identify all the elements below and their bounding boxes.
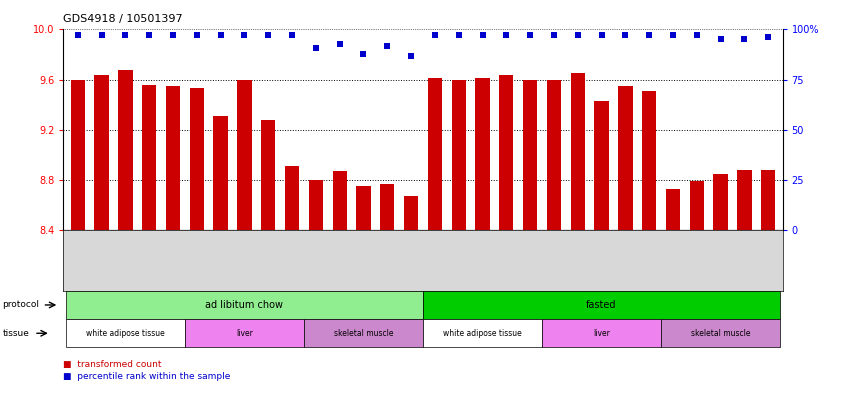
Text: GDS4918 / 10501397: GDS4918 / 10501397 [63, 14, 183, 24]
Text: white adipose tissue: white adipose tissue [86, 329, 165, 338]
Bar [142, 85, 157, 230]
Point [714, 36, 728, 42]
Bar [761, 170, 776, 230]
Bar [309, 180, 323, 230]
Point [642, 32, 656, 39]
Point [667, 32, 680, 39]
Bar [475, 78, 490, 230]
Point [285, 32, 299, 39]
Point [571, 32, 585, 39]
Bar [356, 186, 371, 230]
Bar [95, 75, 108, 230]
Bar [213, 116, 228, 230]
Bar [547, 79, 561, 230]
Text: fasted: fasted [586, 300, 617, 310]
Point [118, 32, 132, 39]
Bar [190, 88, 204, 230]
Text: ■  percentile rank within the sample: ■ percentile rank within the sample [63, 372, 231, 381]
Point [404, 52, 418, 59]
Bar [571, 73, 585, 230]
Point [690, 32, 704, 39]
Bar [642, 91, 656, 230]
Bar [404, 196, 418, 230]
Text: skeletal muscle: skeletal muscle [691, 329, 750, 338]
Point [618, 32, 632, 39]
Point [214, 32, 228, 39]
Text: protocol: protocol [3, 301, 40, 309]
Bar [261, 120, 275, 230]
Point [142, 32, 156, 39]
Bar [118, 70, 133, 230]
Text: skeletal muscle: skeletal muscle [333, 329, 393, 338]
Point [166, 32, 179, 39]
Text: white adipose tissue: white adipose tissue [443, 329, 522, 338]
Bar [738, 170, 751, 230]
Bar [499, 75, 514, 230]
Point [71, 32, 85, 39]
Bar [595, 101, 609, 230]
Bar [428, 78, 442, 230]
Point [452, 32, 465, 39]
Bar [713, 174, 728, 230]
Point [547, 32, 561, 39]
Point [524, 32, 537, 39]
Point [190, 32, 204, 39]
Point [95, 32, 108, 39]
Point [761, 34, 775, 40]
Bar [332, 171, 347, 230]
Bar [689, 181, 704, 230]
Point [475, 32, 489, 39]
Point [357, 50, 371, 57]
Point [738, 36, 751, 42]
Point [309, 44, 322, 51]
Bar [618, 86, 633, 230]
Bar [166, 86, 180, 230]
Bar [70, 80, 85, 230]
Point [238, 32, 251, 39]
Bar [237, 80, 251, 230]
Bar [523, 79, 537, 230]
Bar [666, 189, 680, 230]
Text: liver: liver [236, 329, 253, 338]
Bar [285, 166, 299, 230]
Point [500, 32, 514, 39]
Point [595, 32, 608, 39]
Text: ■  transformed count: ■ transformed count [63, 360, 162, 369]
Bar [380, 184, 394, 230]
Text: ad libitum chow: ad libitum chow [206, 300, 283, 310]
Text: liver: liver [593, 329, 610, 338]
Point [332, 40, 346, 47]
Point [381, 42, 394, 49]
Point [261, 32, 275, 39]
Text: tissue: tissue [3, 329, 30, 338]
Point [428, 32, 442, 39]
Bar [452, 79, 466, 230]
